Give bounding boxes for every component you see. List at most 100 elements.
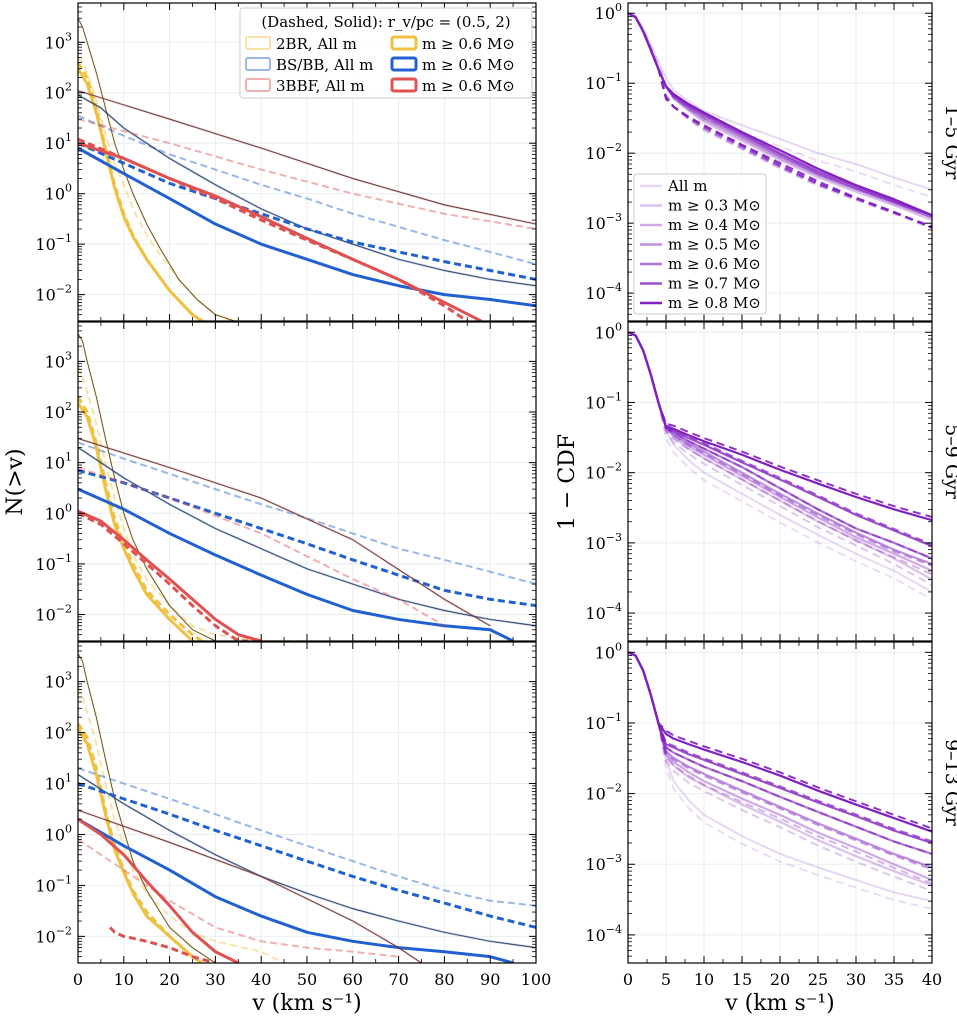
x-tick-label: 30: [205, 970, 225, 989]
axes-left-bottom: 10−2 10−1 100 101 102 103 0 10 20 30 40 50 60 70 80 90 1…: [35, 641, 552, 989]
series-line: [78, 146, 536, 308]
legend-entry: m ≥ 0.6 M⊙: [422, 56, 515, 74]
fit-guide-line: [78, 809, 422, 963]
y-tick-label: 102: [45, 400, 72, 422]
legend-swatch: [390, 77, 418, 93]
axes-frame: [77, 641, 537, 964]
x-tick-label: 10: [114, 970, 134, 989]
series-group: [628, 12, 932, 230]
series-line: [78, 437, 491, 627]
panel-label: 1–5 Gyr: [941, 105, 957, 181]
series-line-dashed: [628, 651, 932, 830]
y-tick-label: 10−1: [585, 71, 622, 93]
legend-entry: m ≥ 0.3 M⊙: [668, 197, 761, 215]
series-line: [78, 365, 307, 641]
legend-entry: m ≥ 0.6 M⊙: [668, 255, 761, 273]
series-line: [108, 926, 216, 963]
y-tick-label: 103: [45, 30, 72, 52]
legend-entry: BS/BB, All m: [276, 56, 373, 74]
y-tick-label: 101: [45, 451, 72, 473]
series-line: [78, 782, 536, 929]
y-tick-label: 10−1: [35, 873, 72, 895]
series-line: [78, 817, 514, 963]
ticks: 10−4 10−3 10−2 10−1 100: [585, 320, 933, 642]
y-tick-label: 102: [45, 721, 72, 743]
series-line: [78, 487, 514, 641]
legend-swatch: [390, 56, 418, 72]
y-tick-label: 100: [595, 640, 622, 662]
x-tick-label: 35: [884, 970, 904, 989]
right-y-axis-label: 1 − CDF: [555, 434, 580, 530]
right-x-axis-label: v (km s⁻¹): [724, 991, 835, 1016]
series-line: [78, 466, 445, 627]
y-tick-label: 10−1: [585, 390, 622, 412]
y-tick-label: 10−2: [585, 141, 622, 163]
y-tick-label: 101: [45, 772, 72, 794]
axes-left-middle: 10−2 10−1 100 101 102 103: [35, 321, 537, 642]
x-tick-label: 0: [623, 970, 633, 989]
y-tick-label: 101: [45, 131, 72, 153]
legend-swatch: [245, 36, 271, 50]
series-line: [78, 141, 536, 281]
y-tick-label: 10−4: [585, 923, 622, 945]
fit-guide-line: [78, 447, 536, 627]
x-tick-label: 30: [846, 970, 866, 989]
fit-guide-line: [78, 653, 216, 963]
series-line: [78, 118, 536, 230]
panel-label: 5–9 Gyr: [941, 424, 957, 500]
fit-guide-line: [78, 94, 536, 287]
series-line: [78, 511, 262, 641]
y-tick-label: 102: [45, 81, 72, 103]
fit-guide-line: [78, 18, 236, 321]
series-line: [78, 817, 239, 963]
x-tick-label: 40: [922, 970, 942, 989]
y-tick-label: 10−3: [585, 211, 622, 233]
axes-frame: [627, 2, 933, 322]
series-line: [78, 67, 205, 321]
x-tick-label: 10: [694, 970, 714, 989]
legend-entry: m ≥ 0.4 M⊙: [668, 216, 761, 234]
series-line: [78, 61, 205, 321]
series-line: [78, 441, 536, 586]
x-tick-label: 20: [159, 970, 179, 989]
series-line: [78, 722, 194, 958]
series-line: [78, 137, 469, 321]
legend: All m m ≥ 0.3 M⊙m ≥ 0.4 M⊙ m ≥ 0.5 M⊙m ≥ 0…: [633, 173, 767, 315]
series-line: [78, 141, 482, 321]
legend-swatch: [245, 78, 271, 92]
x-tick-label: 100: [521, 970, 552, 989]
series-group: [628, 331, 932, 601]
axes-frame: [627, 641, 933, 964]
x-tick-label: 70: [388, 970, 408, 989]
y-tick-label: 10−2: [35, 924, 72, 946]
axes-frame: [77, 321, 537, 642]
ticks: 10−4 10−3 10−2 10−1 100 0 5 10 15 20 25 30 35 40: [585, 640, 942, 989]
x-tick-label: 40: [251, 970, 271, 989]
series-group: [78, 17, 536, 321]
legend-entry: m ≥ 0.5 M⊙: [668, 236, 761, 254]
series-line: [78, 727, 203, 963]
y-tick-label: 103: [45, 670, 72, 692]
legend-entry: m ≥ 0.6 M⊙: [422, 77, 515, 95]
axes-right-middle: 10−4 10−3 10−2 10−1 100 5–9 Gyr: [585, 320, 957, 642]
x-tick-label: 15: [732, 970, 752, 989]
y-tick-label: 10−1: [35, 552, 72, 574]
y-tick-label: 103: [45, 349, 72, 371]
axes-frame: [77, 2, 537, 322]
y-tick-label: 10−3: [585, 531, 622, 553]
y-tick-label: 100: [45, 182, 72, 204]
x-tick-label: 60: [343, 970, 363, 989]
series-line: [628, 12, 932, 191]
series-line-dashed: [628, 331, 932, 519]
series-line: [78, 402, 197, 641]
series-group: [78, 653, 536, 963]
fit-guide-line: [78, 774, 536, 949]
y-tick-label: 10−2: [585, 782, 622, 804]
left-y-axis-label: N(>v): [3, 448, 28, 515]
legend-entry: 2BR, All m: [276, 35, 357, 53]
legend-entry: 3BBF, All m: [276, 77, 365, 95]
axes-frame: [627, 321, 933, 642]
legend-title: (Dashed, Solid): r_v/pc = (0.5, 2): [261, 13, 510, 31]
legend-entry: All m: [667, 177, 707, 195]
